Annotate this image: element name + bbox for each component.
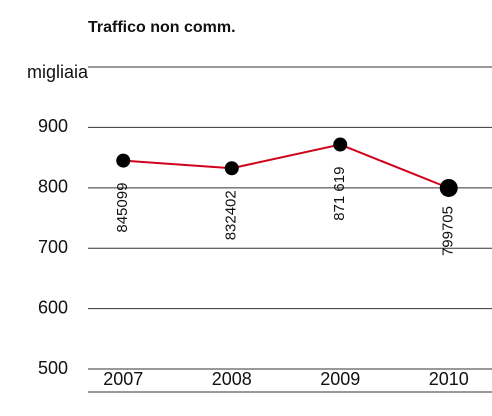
- x-tick-label: 2008: [212, 369, 252, 389]
- value-label: 832402: [223, 190, 240, 240]
- y-tick-label: 700: [38, 237, 68, 257]
- value-label: 871 619: [331, 167, 348, 221]
- marker: [439, 178, 458, 197]
- y-tick-label: 600: [38, 297, 68, 317]
- marker: [333, 137, 348, 152]
- y-tick-label: 500: [38, 358, 68, 378]
- x-tick-label: 2007: [103, 369, 143, 389]
- x-tick-label: 2010: [429, 369, 469, 389]
- value-label: 845099: [114, 183, 131, 233]
- y-tick-label: 800: [38, 177, 68, 197]
- y-axis-label: migliaia: [27, 62, 89, 82]
- x-tick-label: 2009: [320, 369, 360, 389]
- marker: [224, 161, 239, 176]
- y-tick-label: 900: [38, 116, 68, 136]
- marker: [116, 153, 131, 168]
- value-label: 799705: [440, 206, 457, 256]
- chart-title: Traffico non comm.: [88, 19, 236, 36]
- line: [123, 143, 450, 189]
